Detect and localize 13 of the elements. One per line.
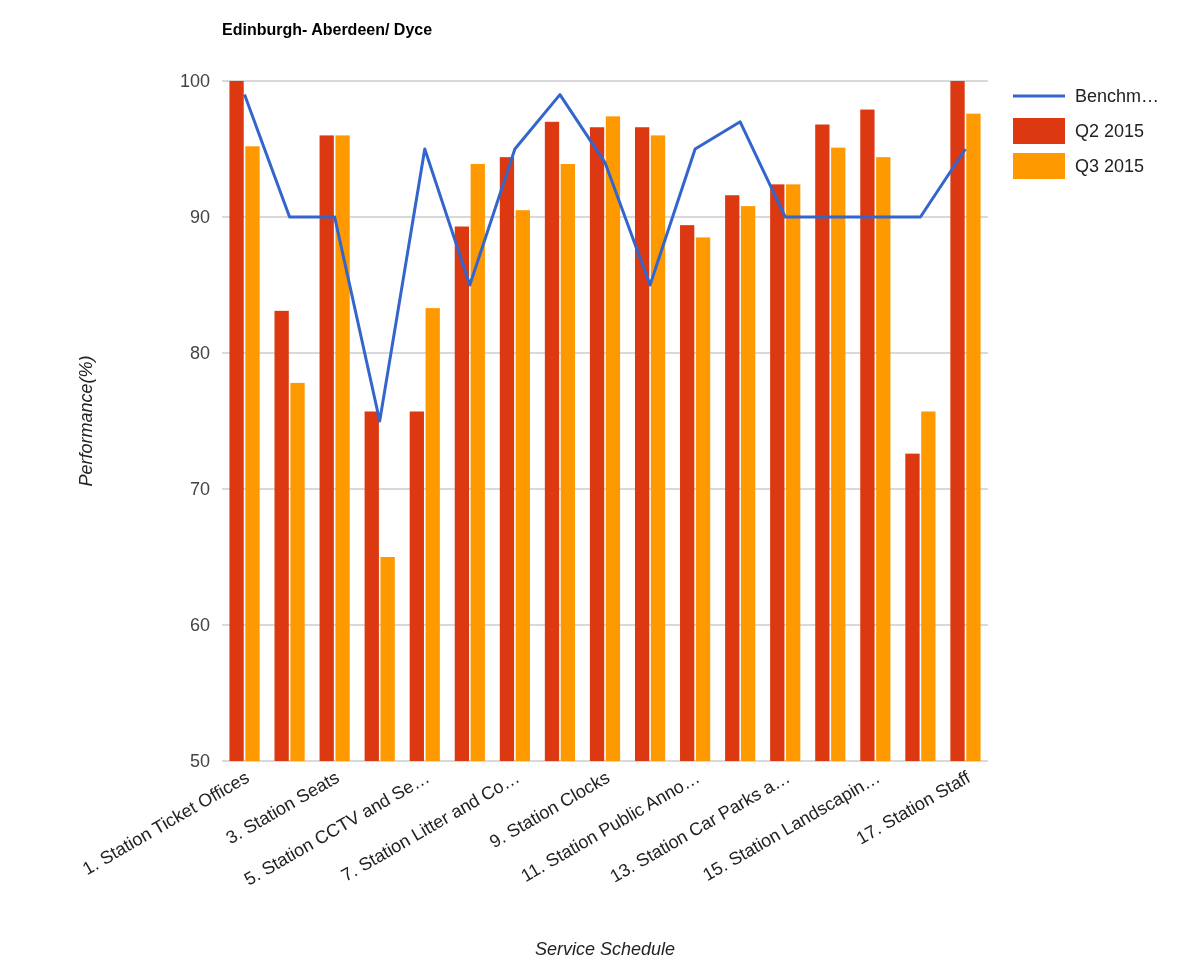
legend-label: Q3 2015 (1075, 156, 1145, 177)
y-tick-label: 90 (189, 207, 210, 228)
y-tick-label: 60 (189, 615, 210, 636)
y-tick-label: 80 (189, 343, 210, 364)
line-series (243, 93, 967, 423)
y-axis-title: Performance(%) (76, 355, 96, 487)
chart-title: Edinburgh- Aberdeen/ Dyce (222, 21, 433, 38)
legend-label: Benchm… (1075, 86, 1160, 107)
y-tick-label: 50 (189, 751, 210, 772)
y-tick-label: 100 (179, 71, 210, 92)
x-axis-title: Service Schedule (534, 939, 676, 959)
legend-label: Q2 2015 (1075, 121, 1145, 142)
y-tick-label: 70 (189, 479, 210, 500)
